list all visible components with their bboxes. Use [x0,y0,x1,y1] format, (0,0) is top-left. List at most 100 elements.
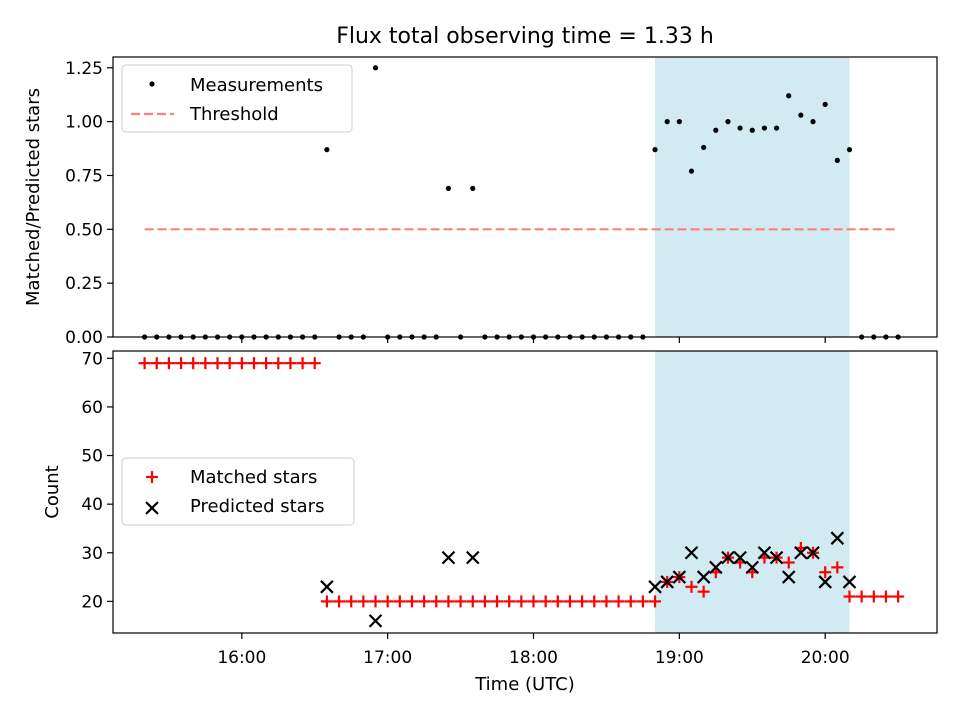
matched-star-point [515,595,528,608]
matched-star-point [503,595,516,608]
y-tick-label: 0.75 [65,166,103,186]
measurement-point [372,65,379,71]
matched-star-point [381,595,394,608]
measurement-point [664,119,670,125]
measurement-point [773,125,780,131]
bottom-panel: 20 30 40 50 60 70 16:00 17:00 18:00 19:00 20:00 C… [42,349,938,695]
matched-star-point [879,590,892,603]
legend-matched-label: Matched stars [190,467,317,488]
measurement-point [834,157,840,163]
matched-star-point [357,595,370,608]
measurement-point [846,147,853,153]
matched-star-point [685,580,698,593]
measurement-point [810,119,816,125]
matched-star-point [819,566,832,579]
matched-star-point [636,595,649,608]
matched-star-point [612,595,625,608]
measurement-point [786,93,792,99]
matched-star-point [539,595,552,608]
matched-star-point [223,357,236,370]
predicted-star-point [672,570,687,584]
matched-star-point [588,595,601,608]
matched-star-point [466,595,479,608]
matched-star-point [892,590,905,603]
matched-star-point [624,595,637,608]
y-tick-label: 1.25 [65,59,103,79]
matched-star-point [576,595,589,608]
bottom-y-axis-label: Count [42,465,63,518]
y-tick-label: 70 [81,349,103,369]
y-tick-label: 30 [81,544,103,564]
y-tick-label: 40 [81,495,103,515]
matched-star-point [247,357,260,370]
predicted-star-point [441,550,456,565]
predicted-star-point [721,550,735,565]
measurement-point [652,147,658,153]
matched-star-point [199,357,212,370]
predicted-star-point [781,570,796,584]
matched-star-point [430,595,443,608]
measurement-point [713,127,719,133]
bottom-axes-frame [112,350,938,634]
top-highlight-span [655,57,850,337]
matched-star-point [296,357,309,370]
top-y-axis-label: Matched/Predicted stars [23,88,44,306]
legend-predicted-label: Predicted stars [190,496,324,517]
measurement-point [822,101,828,107]
x-tick-label: 19:00 [655,648,704,668]
legend-matched-marker [146,471,158,483]
top-legend-box [121,64,353,133]
predicted-star-point [660,575,674,589]
matched-star-point [187,357,200,370]
matched-star-point [333,595,346,608]
legend-threshold-label: Threshold [189,104,279,125]
matched-star-point [855,590,868,603]
x-tick-label: 17:00 [363,648,412,668]
predicted-star-point [733,550,747,565]
y-tick-label: 50 [81,447,103,467]
y-tick-label: 0.25 [65,274,103,294]
matched-star-point [345,595,358,608]
matched-star-point [162,357,175,370]
measurement-point [725,119,731,125]
bottom-legend-box [121,457,355,526]
matched-star-point [369,595,382,608]
predicted-star-point [648,580,662,594]
bottom-y-ticks: 20 30 40 50 60 70 [81,349,113,612]
matched-star-point [697,585,710,598]
x-tick-label: 18:00 [509,648,558,668]
legend-measurements-label: Measurements [190,75,323,96]
measurement-point [761,125,768,131]
matched-star-point [272,357,285,370]
y-tick-label: 0.50 [65,220,103,240]
predicted-star-point [465,550,480,565]
bottom-series [138,357,905,628]
predicted-star-point [818,575,832,589]
matched-star-point [527,595,540,608]
predicted-star-point [769,550,784,565]
matched-star-point [782,556,795,569]
predicted-star-point [806,545,820,560]
matched-star-point [211,357,224,370]
predicted-star-point [842,575,857,589]
y-tick-label: 60 [81,398,103,418]
predicted-star-point [684,545,699,560]
matched-star-point [418,595,431,608]
y-tick-label: 0.00 [65,328,103,348]
measurement-point [445,185,452,191]
matched-star-point [831,561,844,574]
top-y-ticks: 0.00 0.25 0.50 0.75 1.00 1.25 [65,59,113,348]
x-axis-label: Time (UTC) [474,674,575,695]
x-tick-label: 16:00 [217,648,266,668]
top-legend: Measurements Threshold [121,64,353,133]
matched-star-point [284,357,297,370]
matched-star-point [308,357,321,370]
matched-star-point [867,590,880,603]
predicted-star-point [794,545,808,560]
predicted-star-point [368,614,383,628]
matched-star-point [235,357,248,370]
predicted-star-point [830,531,845,545]
matched-star-point [320,595,333,608]
predicted-star-point [757,545,772,560]
matched-star-point [843,590,856,603]
